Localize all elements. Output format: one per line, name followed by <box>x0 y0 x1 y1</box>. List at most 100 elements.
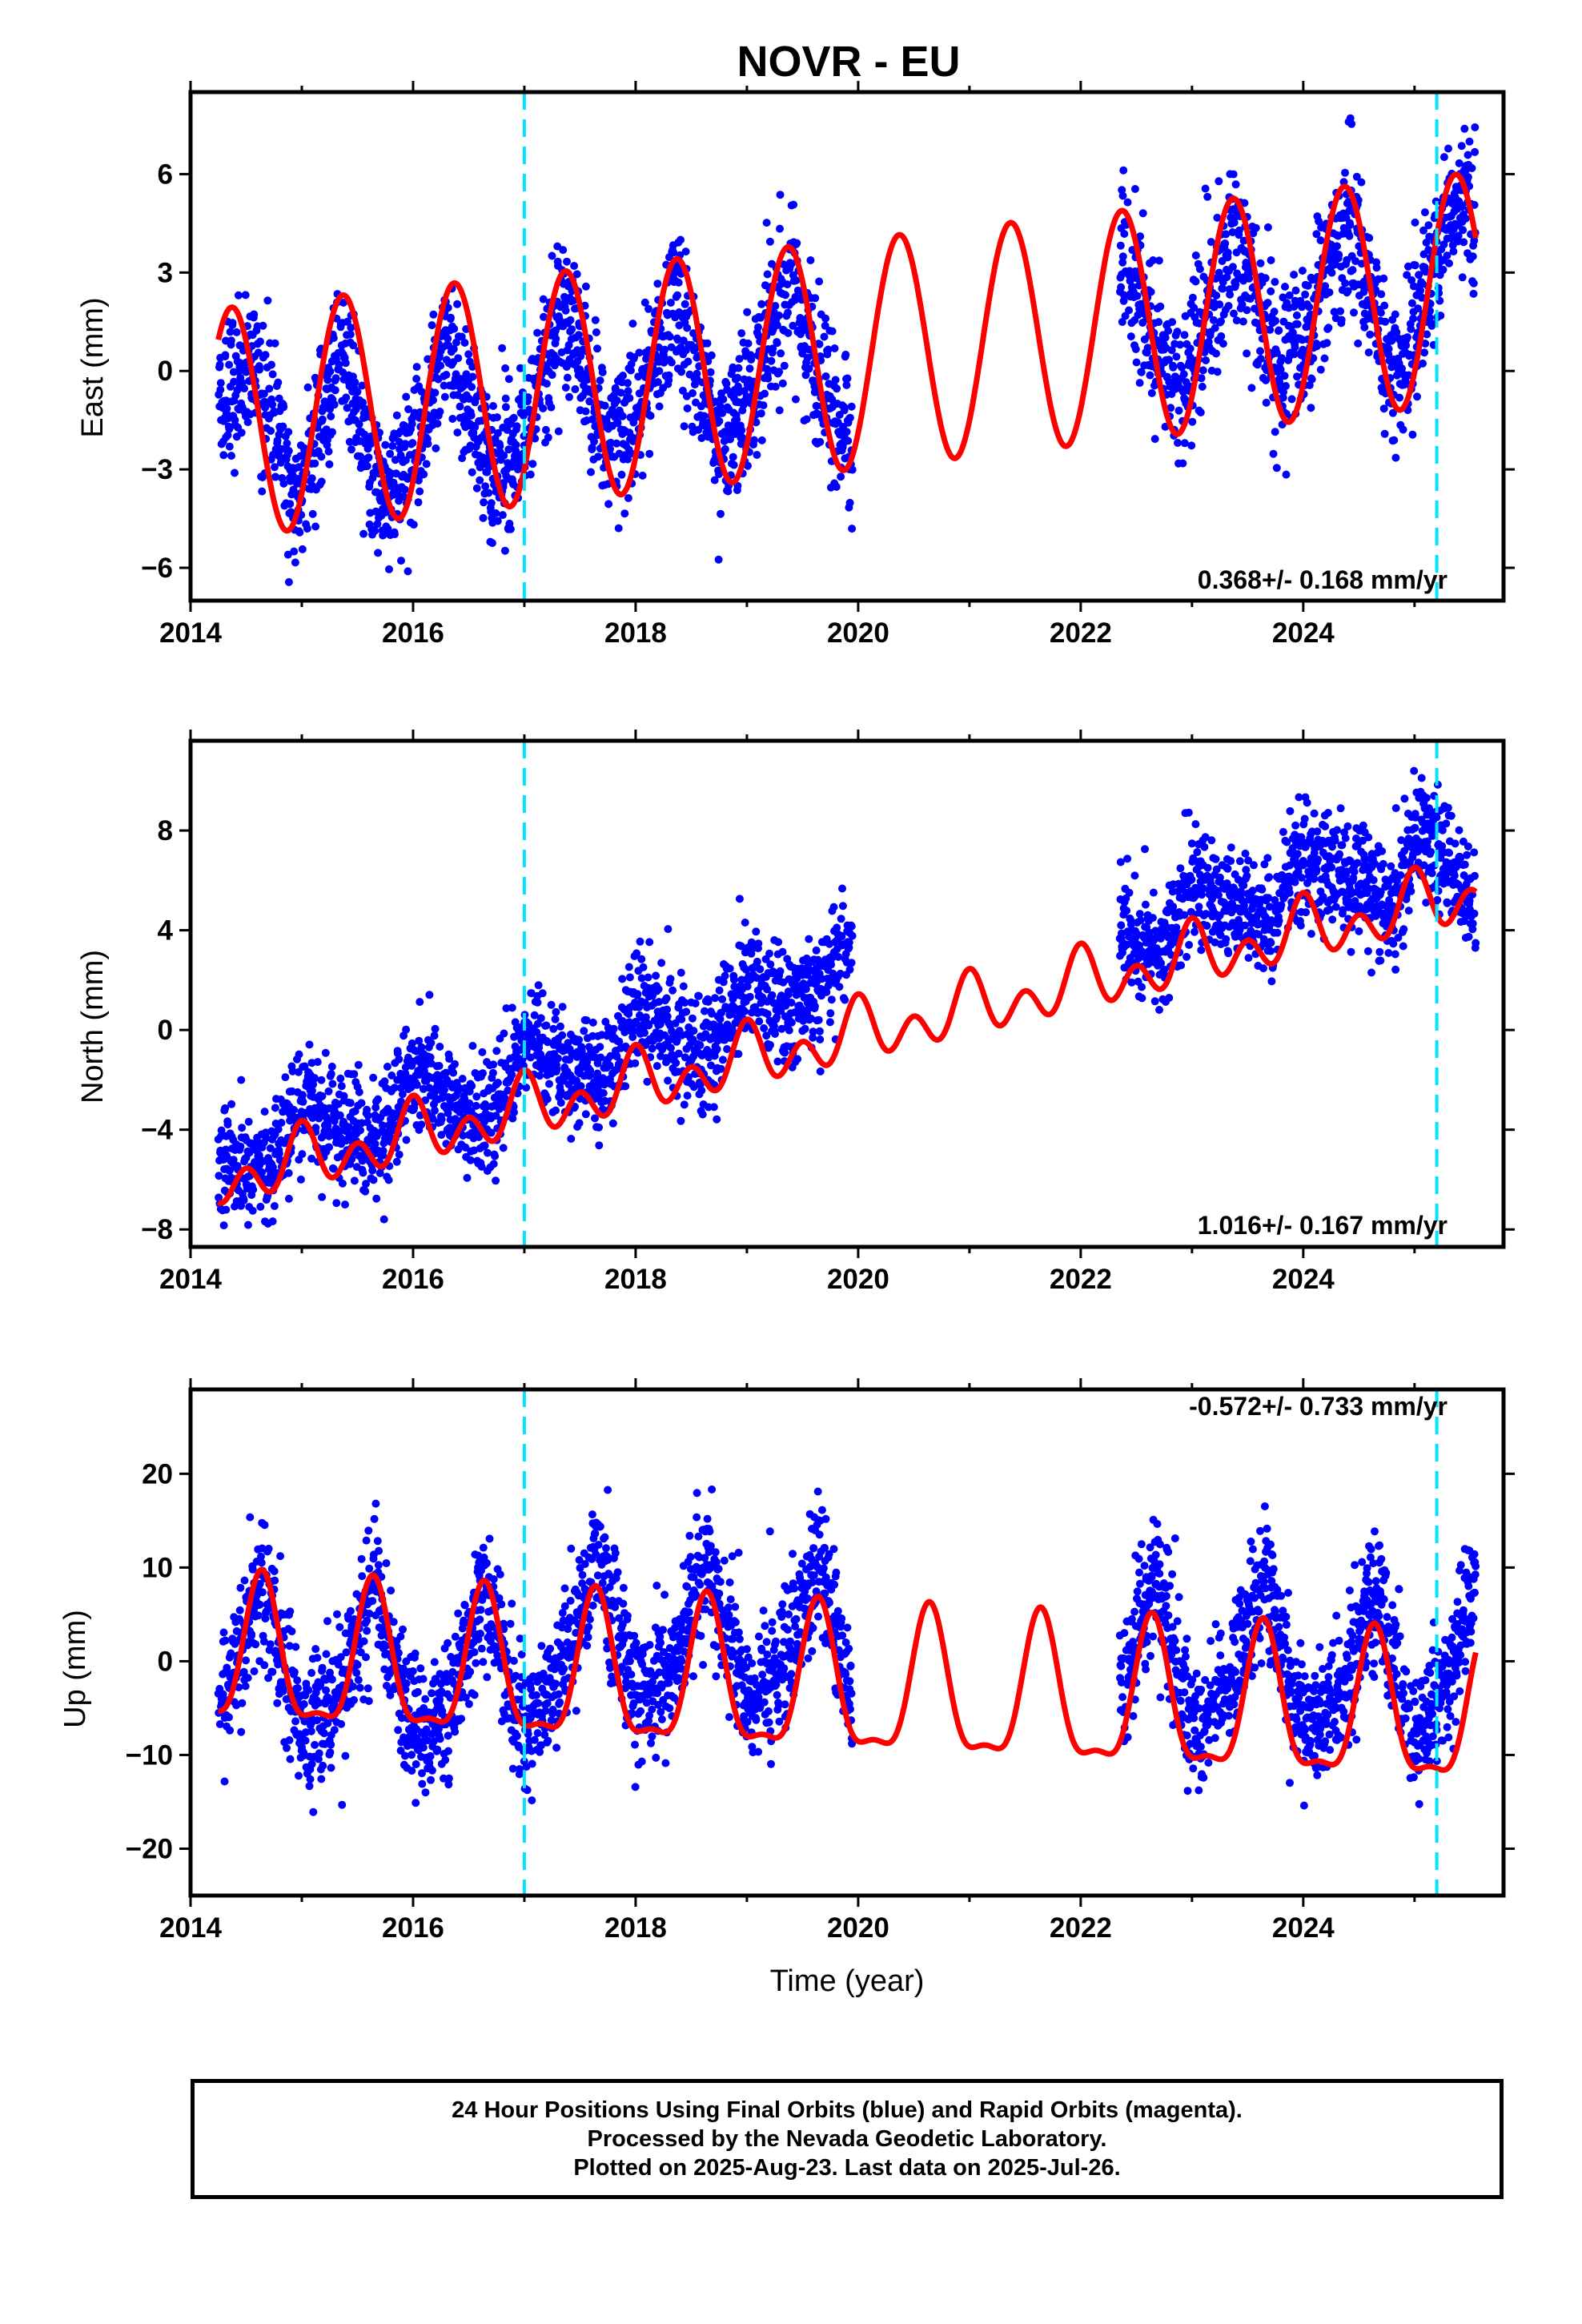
position-point <box>472 484 481 493</box>
position-point <box>775 368 784 376</box>
position-point <box>431 1106 439 1115</box>
position-point <box>1138 209 1147 218</box>
position-point <box>664 1076 673 1085</box>
position-point <box>1176 340 1184 349</box>
position-point <box>585 397 594 406</box>
position-point <box>605 1061 614 1070</box>
position-point <box>785 990 793 999</box>
position-point <box>1217 317 1225 326</box>
position-point <box>1120 291 1128 300</box>
position-point <box>484 489 493 497</box>
position-point <box>500 451 508 460</box>
position-point <box>323 1121 332 1130</box>
position-point <box>539 404 548 412</box>
position-point <box>552 1065 561 1073</box>
position-point <box>734 364 743 372</box>
position-point <box>311 459 319 468</box>
x-tick-label: 2020 <box>827 617 889 649</box>
position-point <box>592 328 600 336</box>
position-point <box>1118 318 1126 326</box>
position-point <box>1428 320 1437 328</box>
position-point <box>311 522 320 531</box>
position-point <box>613 419 622 428</box>
position-point <box>1264 894 1273 903</box>
position-point <box>346 330 355 339</box>
position-point <box>391 530 399 539</box>
position-point <box>596 376 604 385</box>
position-point <box>456 402 464 411</box>
position-point <box>369 1176 378 1184</box>
position-point <box>1281 283 1289 291</box>
position-point <box>327 1062 336 1071</box>
position-point <box>491 1152 500 1160</box>
position-point <box>1150 936 1158 945</box>
position-point <box>1395 393 1404 402</box>
position-point <box>559 246 568 255</box>
position-point <box>271 1104 279 1112</box>
position-point <box>243 418 252 427</box>
position-point <box>1172 352 1181 361</box>
position-point <box>778 947 787 956</box>
position-point <box>1202 356 1211 364</box>
position-point <box>492 509 500 517</box>
position-point <box>478 1047 487 1056</box>
position-point <box>1287 395 1296 404</box>
position-point <box>655 402 664 411</box>
position-point <box>780 361 789 370</box>
position-point <box>701 1030 710 1039</box>
position-point <box>457 332 466 341</box>
position-point <box>359 1168 367 1177</box>
position-point <box>781 1048 789 1057</box>
position-point <box>1231 180 1240 189</box>
position-point <box>221 1104 230 1112</box>
position-point <box>1380 429 1389 438</box>
position-point <box>1360 323 1369 332</box>
position-point <box>1341 279 1350 287</box>
position-point <box>1235 857 1244 866</box>
position-point <box>734 1050 743 1059</box>
position-point <box>1198 382 1207 391</box>
position-point <box>1199 884 1207 893</box>
position-point <box>777 349 785 358</box>
position-point <box>541 425 550 434</box>
position-point <box>1436 312 1445 320</box>
position-point <box>1392 328 1401 336</box>
position-point <box>655 367 664 376</box>
position-point <box>1384 344 1393 353</box>
position-point <box>704 1103 713 1112</box>
position-point <box>488 1068 497 1077</box>
position-point <box>1291 343 1299 352</box>
position-point <box>809 1033 817 1042</box>
position-point <box>256 1202 265 1211</box>
position-point <box>616 388 625 397</box>
position-point <box>763 270 772 279</box>
position-point <box>783 280 792 289</box>
position-point <box>590 437 598 446</box>
model-fit-line <box>215 171 1479 534</box>
position-point <box>1403 271 1411 279</box>
y-tick-label: 6 <box>158 159 173 190</box>
position-point <box>237 428 246 437</box>
position-point <box>1201 184 1210 193</box>
position-point <box>608 1119 617 1128</box>
position-point <box>697 1086 706 1095</box>
position-point <box>814 1015 823 1024</box>
position-point <box>215 1193 223 1202</box>
position-point <box>1238 300 1247 309</box>
position-point <box>533 328 542 337</box>
position-point <box>279 422 287 431</box>
position-point <box>833 923 841 932</box>
position-point <box>665 371 673 380</box>
position-point <box>1120 230 1129 238</box>
position-point <box>1399 425 1407 434</box>
position-point <box>379 1215 388 1224</box>
position-point <box>398 1090 407 1099</box>
position-point <box>1423 330 1431 339</box>
position-point <box>363 462 371 470</box>
position-point <box>689 1027 698 1035</box>
position-point <box>1407 324 1415 333</box>
position-point <box>1242 866 1251 875</box>
x-tick-label: 2018 <box>604 617 667 649</box>
position-point <box>1469 289 1478 298</box>
position-point <box>767 356 776 365</box>
